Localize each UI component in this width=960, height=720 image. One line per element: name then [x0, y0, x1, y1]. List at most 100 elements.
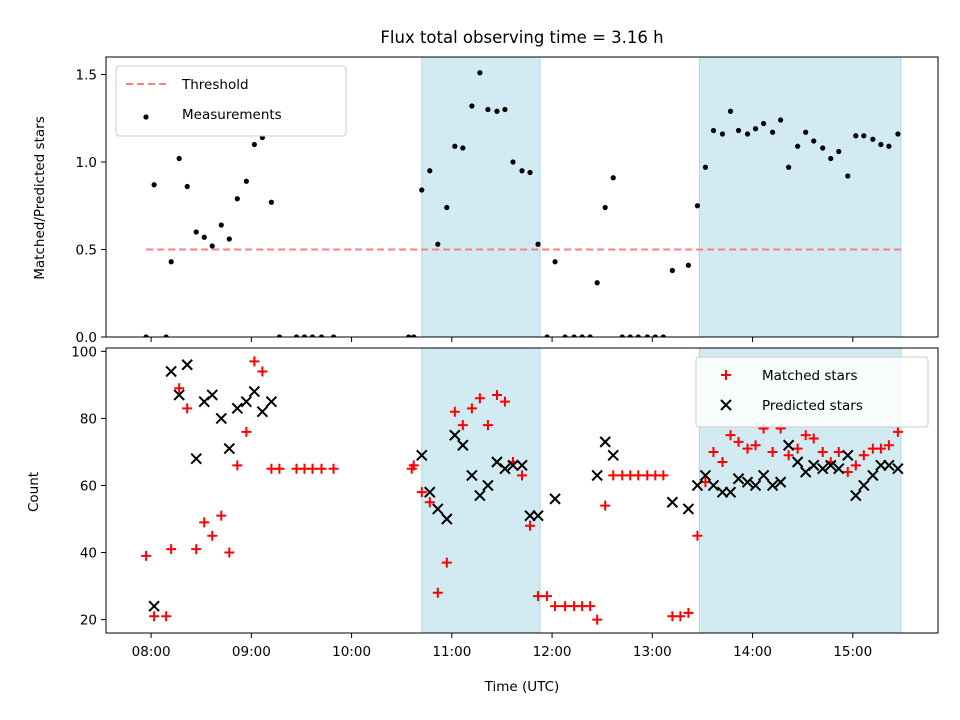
- measurement-point: [820, 145, 826, 151]
- matched-star-point: [717, 457, 728, 467]
- matched-star-point: [842, 467, 853, 478]
- x-tick-label: 14:00: [733, 644, 772, 660]
- matched-star-point: [817, 446, 828, 457]
- measurement-point: [209, 243, 215, 249]
- measurement-point: [702, 164, 709, 170]
- predicted-star-point: [482, 479, 494, 492]
- matched-star-point: [600, 500, 611, 511]
- measurement-point: [895, 131, 901, 137]
- measurement-point: [886, 143, 892, 149]
- matched-star-point: [408, 460, 419, 471]
- measurement-point: [770, 129, 776, 135]
- measurement-point: [309, 334, 316, 337]
- predicted-star-point: [766, 479, 779, 492]
- predicted-star-point: [165, 365, 177, 378]
- measurement-point: [452, 143, 458, 149]
- matched-star-point: [808, 433, 819, 444]
- measurement-point: [330, 334, 337, 337]
- measurement-point: [594, 280, 600, 286]
- measurement-point: [544, 334, 550, 337]
- measurement-point: [786, 164, 792, 170]
- measurement-point: [168, 259, 174, 265]
- matched-star-point: [166, 544, 177, 555]
- predicted-star-point: [833, 462, 845, 475]
- matched-star-point: [224, 547, 235, 558]
- matched-star-point: [241, 426, 252, 437]
- matched-star-point: [608, 470, 619, 481]
- matched-star-point: [457, 420, 468, 431]
- predicted-star-point: [741, 476, 754, 488]
- predicted-star-point: [474, 489, 486, 502]
- matched-star-point: [274, 463, 285, 474]
- measurement-point: [669, 267, 675, 274]
- measurement-point: [752, 126, 759, 132]
- measurement-point: [710, 127, 717, 134]
- matched-star-point: [141, 550, 152, 561]
- y-axis-label-bottom: Count: [26, 472, 42, 512]
- chart-title: Flux total observing time = 3.16 h: [380, 28, 663, 47]
- predicted-star-point: [265, 395, 278, 408]
- measurement-point: [519, 168, 525, 174]
- measurement-point: [193, 229, 199, 235]
- measurement-point: [176, 155, 182, 162]
- y-tick-label: 1.0: [76, 155, 97, 171]
- measurement-point: [803, 129, 809, 135]
- predicted-star-point: [691, 479, 704, 492]
- measurement-point: [163, 334, 169, 337]
- measurement-point: [562, 334, 568, 337]
- predicted-star-point: [424, 486, 436, 498]
- measurement-point: [151, 182, 157, 188]
- predicted-star-point: [842, 449, 854, 462]
- matched-star-point: [633, 470, 644, 481]
- matched-star-point: [499, 396, 510, 407]
- measurement-point: [494, 108, 500, 114]
- matched-star-point: [525, 520, 536, 531]
- measurement-point: [318, 334, 325, 337]
- measurement-point: [535, 241, 541, 247]
- shaded-interval: [698, 56, 902, 338]
- legend: Threshold Measurements: [115, 65, 347, 137]
- predicted-star-point: [441, 513, 453, 525]
- legend-label: Measurements: [182, 107, 282, 123]
- top-panel: 0.0 0.5 1.0 1.5 Threshold Measurements: [76, 56, 939, 346]
- matched-star-point: [533, 591, 544, 602]
- series-markers: [143, 70, 901, 337]
- matched-star-point: [550, 601, 561, 612]
- matched-star-point: [328, 463, 339, 474]
- shaded-interval: [421, 56, 541, 338]
- predicted-star-point: [173, 389, 185, 401]
- x-tick-label: 08:00: [132, 644, 171, 660]
- matched-star-point: [767, 446, 778, 457]
- measurement-point: [635, 334, 641, 337]
- measurement-point: [619, 334, 625, 337]
- measurement-point: [828, 155, 834, 162]
- matched-star-point: [199, 517, 210, 528]
- predicted-star-point: [749, 479, 762, 492]
- measurement-point: [727, 108, 734, 114]
- predicted-star-point: [240, 395, 253, 408]
- y-tick-label: 0.0: [76, 330, 97, 346]
- measurement-point: [587, 334, 593, 337]
- matched-star-point: [560, 601, 571, 612]
- legend-matched-swatch: [721, 370, 731, 380]
- matched-star-point: [466, 403, 477, 414]
- matched-star-point: [491, 389, 502, 400]
- measurement-point: [485, 106, 491, 113]
- predicted-star-point: [449, 429, 461, 441]
- measurement-point: [778, 117, 784, 123]
- matched-star-point: [316, 463, 327, 474]
- predicted-star-point: [807, 459, 820, 472]
- x-tick-label: 13:00: [633, 644, 672, 660]
- matched-star-point: [249, 356, 260, 367]
- predicted-star-point: [791, 456, 804, 468]
- predicted-star-point: [599, 436, 611, 448]
- measurement-point: [571, 334, 577, 337]
- matched-star-point: [449, 406, 460, 417]
- matched-star-point: [750, 440, 761, 451]
- predicted-star-point: [416, 449, 428, 462]
- predicted-star-point: [699, 469, 712, 482]
- predicted-star-point: [724, 486, 737, 498]
- matched-star-point: [174, 383, 185, 394]
- predicted-star-point: [858, 479, 870, 492]
- axes-frame: [105, 56, 939, 338]
